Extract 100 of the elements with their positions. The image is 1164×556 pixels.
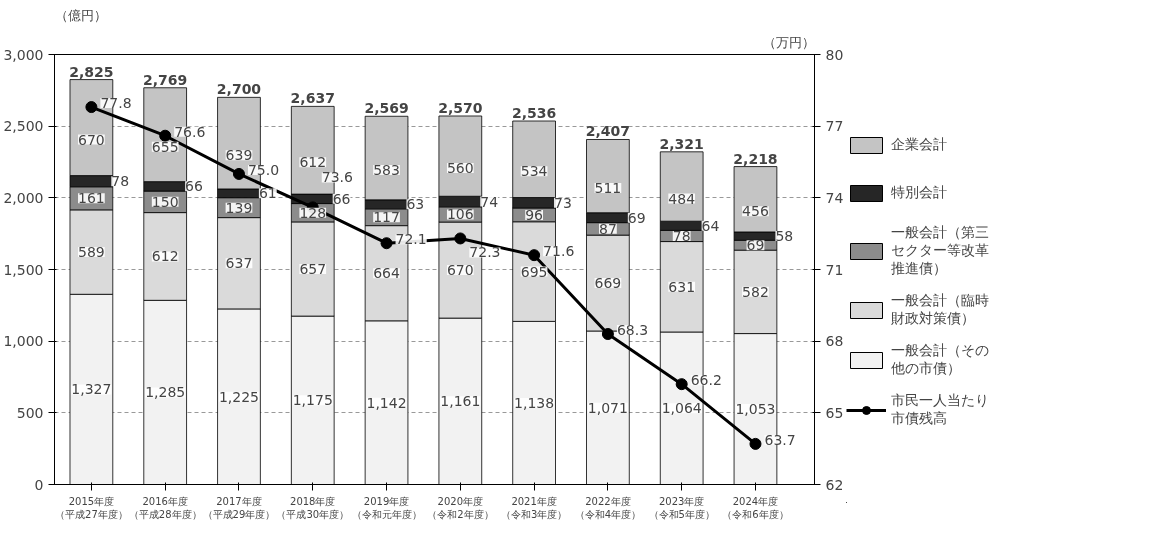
- data-label: 511: [594, 180, 622, 197]
- y-tick-label: 500: [16, 404, 44, 421]
- x-tick-label: 2018年度（平成30年度）: [276, 495, 350, 520]
- data-label: 161: [78, 190, 105, 207]
- data-label: 670: [78, 131, 105, 148]
- data-label: 456: [742, 203, 769, 220]
- point: [232, 167, 245, 180]
- data-label: 73.6: [321, 169, 354, 186]
- data-label: 96: [525, 206, 544, 223]
- y2-tick-label: 77: [825, 118, 844, 135]
- data-label: 77.8: [100, 95, 132, 112]
- y2-tick-label: 65: [825, 404, 844, 421]
- point: [380, 237, 393, 250]
- y-tick-label: 1,000: [3, 333, 44, 350]
- total-label: 2,637: [290, 90, 335, 107]
- data-label: 71.6: [543, 243, 575, 260]
- data-label: 1,285: [145, 384, 186, 401]
- data-label: 1,225: [218, 388, 260, 405]
- y2-axis-title: （万円）: [762, 34, 815, 50]
- data-label: 106: [446, 206, 474, 223]
- data-label: 1,327: [71, 381, 112, 398]
- data-label: 1,071: [587, 399, 628, 416]
- data-label: 664: [373, 265, 400, 282]
- y-axis-title: （億円）: [54, 7, 107, 23]
- point: [601, 328, 614, 340]
- x-tick-label: 2019年度（令和元年度）: [351, 495, 422, 520]
- data-label: 128: [299, 204, 327, 221]
- data-label: 78: [111, 173, 130, 190]
- data-label: 61: [258, 185, 277, 202]
- data-label: 639: [225, 147, 253, 164]
- data-label: 655: [151, 138, 179, 155]
- data-label: 69: [627, 209, 646, 226]
- x-tick-label: 2017年度（平成29年度）: [202, 495, 276, 520]
- data-label: 695: [520, 263, 548, 280]
- data-label: 484: [668, 190, 696, 207]
- point: [675, 378, 688, 391]
- data-label: 66.2: [690, 372, 722, 389]
- data-label: 1,161: [440, 393, 481, 410]
- data-label: 669: [594, 275, 622, 292]
- legend-label: 一般会計（その他の市債）: [891, 342, 989, 378]
- y-tick-label: 3,000: [3, 46, 44, 63]
- data-label: 583: [373, 162, 400, 179]
- x-tick-label: 2024年度（令和6年度）: [722, 495, 789, 520]
- data-label: 1,064: [661, 400, 702, 417]
- data-label: 72.3: [469, 244, 501, 261]
- total-label: 2,536: [511, 105, 557, 122]
- data-label: 150: [151, 193, 179, 210]
- data-label: 75.0: [247, 161, 280, 178]
- data-label: 1,142: [366, 394, 407, 411]
- data-label: 139: [225, 199, 253, 216]
- point: [454, 232, 467, 245]
- data-label: 87: [598, 220, 617, 237]
- data-label: 657: [299, 261, 327, 277]
- data-label: 68.3: [616, 322, 649, 338]
- data-label: 1,138: [514, 394, 555, 411]
- y2-tick-label: 62: [825, 476, 844, 493]
- total-label: 2,570: [438, 99, 483, 116]
- total-label: 2,700: [216, 81, 262, 98]
- data-label: 76.6: [174, 123, 206, 140]
- legend-label: 市民一人当たり市債残高: [891, 392, 989, 428]
- point: [85, 101, 98, 114]
- legend-label: 特別会計: [891, 183, 947, 202]
- x-tick-label: 2016年度（平成28年度）: [128, 495, 202, 520]
- legend-label: 企業会計: [891, 135, 947, 154]
- x-tick-label: 2021年度（令和3年度）: [500, 495, 568, 520]
- data-label: 66: [332, 190, 351, 207]
- data-label: 58: [775, 228, 794, 245]
- data-label: 69: [746, 237, 765, 254]
- data-label: 78: [672, 227, 691, 244]
- y2-tick-label: 68: [825, 333, 844, 350]
- x-tick-label: 2022年度（令和4年度）: [574, 495, 642, 520]
- y-tick-label: 0: [34, 476, 44, 493]
- data-label: 560: [446, 160, 474, 177]
- point: [749, 437, 762, 450]
- data-label: 63.7: [764, 431, 796, 448]
- y-tick-label: 2,500: [3, 118, 44, 135]
- x-tick-label: 2023年度（令和5年度）: [648, 495, 715, 520]
- data-label: 74: [480, 193, 499, 210]
- data-label: 637: [225, 255, 253, 272]
- total-label: 2,825: [69, 63, 114, 80]
- data-label: 72.1: [395, 231, 427, 248]
- total-label: 2,569: [364, 100, 409, 117]
- point: [159, 129, 172, 142]
- data-label: 589: [78, 244, 105, 261]
- y2-tick-label: 74: [825, 189, 844, 206]
- total-label: 2,218: [733, 150, 778, 167]
- y2-tick-label: 80: [825, 46, 844, 63]
- data-label: 534: [520, 163, 548, 180]
- data-label: 670: [446, 262, 474, 279]
- data-label: 612: [299, 154, 327, 171]
- legend-label: 一般会計（臨時財政対策債）: [891, 292, 989, 328]
- y2-tick-label: 71: [825, 261, 844, 278]
- data-label: 1,053: [735, 401, 776, 418]
- legend-label: 一般会計（第三セクター等改革推進債）: [891, 224, 989, 278]
- x-tick-label: 2020年度（令和2年度）: [427, 495, 494, 520]
- data-label: 73: [554, 194, 572, 211]
- data-label: 64: [701, 217, 720, 234]
- data-label: 63: [406, 196, 425, 213]
- total-label: 2,321: [659, 135, 704, 152]
- y-tick-label: 2,000: [3, 189, 44, 206]
